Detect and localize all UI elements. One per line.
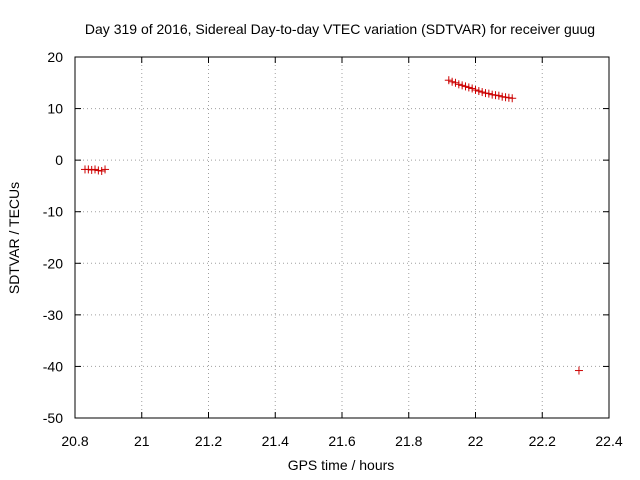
data-point	[488, 90, 497, 99]
data-point	[458, 81, 467, 90]
data-point	[508, 94, 517, 103]
x-tick-label: 21.2	[195, 433, 222, 449]
data-point	[91, 165, 100, 174]
data-point	[464, 83, 473, 92]
x-tick-label: 20.8	[61, 433, 88, 449]
data-point	[84, 165, 93, 174]
y-tick-label: -50	[43, 410, 63, 426]
data-point	[481, 89, 490, 98]
x-tick-label: 22.4	[595, 433, 622, 449]
data-point	[87, 165, 96, 174]
data-point	[494, 91, 503, 100]
data-point	[94, 166, 103, 175]
y-tick-label: 20	[47, 49, 63, 65]
y-tick-label: -40	[43, 358, 63, 374]
x-tick-label: 21.6	[328, 433, 355, 449]
data-point	[484, 89, 493, 98]
data-point	[501, 93, 510, 102]
x-tick-label: 22.2	[529, 433, 556, 449]
data-point	[444, 76, 453, 85]
data-points	[81, 76, 583, 375]
x-tick-label: 21.4	[262, 433, 289, 449]
y-axis-label: SDTVAR / TECUs	[6, 182, 22, 294]
x-tick-label: 21.8	[395, 433, 422, 449]
x-axis-label: GPS time / hours	[288, 457, 395, 473]
data-point	[478, 88, 487, 97]
y-tick-label: -30	[43, 307, 63, 323]
data-point	[468, 84, 477, 93]
axis-ticks: 20.8 21 21.2 21.4 21.6 21.8 22 22.2 22.4 20 10 0 -10…	[43, 49, 623, 449]
data-point	[498, 92, 507, 101]
chart-title: Day 319 of 2016, Sidereal Day-to-day VTE…	[85, 21, 595, 37]
grid	[75, 57, 609, 418]
y-tick-label: -20	[43, 255, 63, 271]
data-point	[574, 366, 583, 375]
y-tick-label: 10	[47, 101, 63, 117]
plot-frame	[74, 56, 610, 419]
data-point	[451, 78, 460, 87]
data-point	[97, 166, 106, 175]
data-point	[504, 93, 513, 102]
data-point	[448, 77, 457, 86]
data-point	[471, 86, 480, 95]
y-tick-label: -10	[43, 204, 63, 220]
data-point	[461, 82, 470, 91]
data-point	[491, 91, 500, 100]
y-tick-label: 0	[55, 152, 63, 168]
data-point	[454, 80, 463, 89]
data-point	[101, 165, 110, 174]
x-tick-label: 21	[134, 433, 150, 449]
x-tick-label: 22	[468, 433, 484, 449]
data-point	[474, 87, 483, 96]
